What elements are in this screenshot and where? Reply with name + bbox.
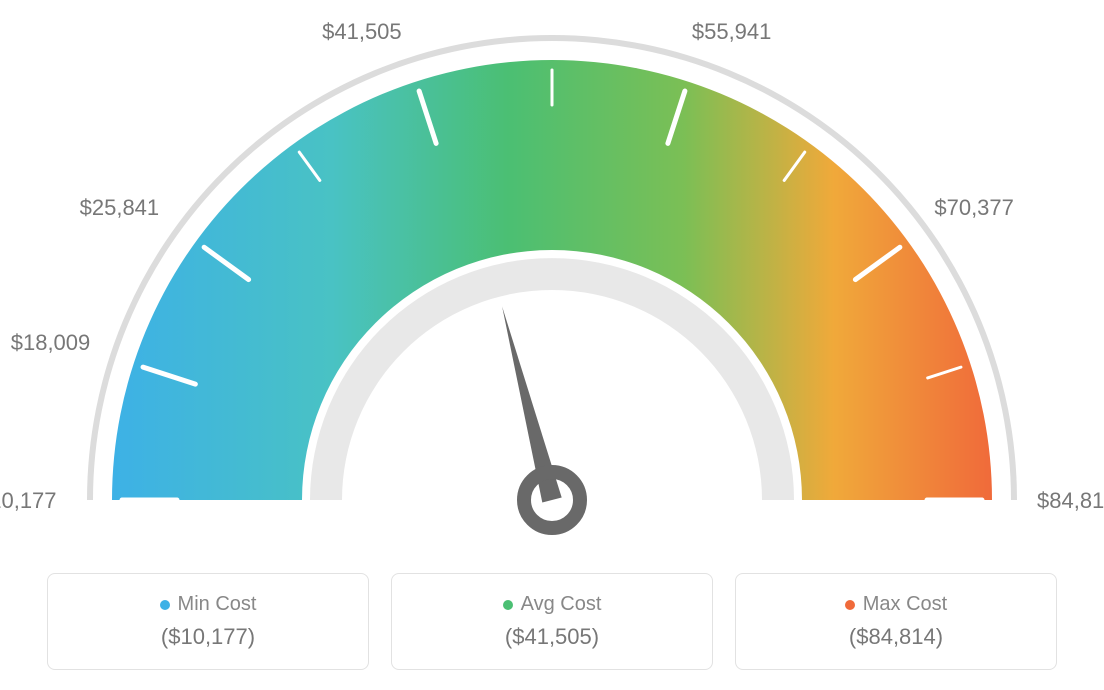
tick-label-max: $84,814 xyxy=(1037,488,1104,514)
min-cost-value: ($10,177) xyxy=(161,624,255,650)
min-dot-icon xyxy=(160,600,170,610)
tick-label: $55,941 xyxy=(692,19,772,45)
max-cost-card: Max Cost ($84,814) xyxy=(735,573,1057,670)
max-cost-value: ($84,814) xyxy=(849,624,943,650)
avg-dot-icon xyxy=(503,600,513,610)
max-dot-icon xyxy=(845,600,855,610)
tick-label: $70,377 xyxy=(934,195,1014,221)
tick-label: $25,841 xyxy=(80,195,160,221)
summary-row: Min Cost ($10,177) Avg Cost ($41,505) Ma… xyxy=(0,573,1104,670)
avg-cost-label: Avg Cost xyxy=(521,593,602,616)
tick-label-mid: $41,505 xyxy=(322,19,402,45)
min-cost-label: Min Cost xyxy=(178,593,257,616)
gauge-svg xyxy=(0,0,1104,560)
cost-gauge: $10,177 $18,009 $25,841 $41,505 $55,941 … xyxy=(0,0,1104,550)
tick-label: $18,009 xyxy=(11,330,91,356)
min-cost-card: Min Cost ($10,177) xyxy=(47,573,369,670)
avg-cost-card: Avg Cost ($41,505) xyxy=(391,573,713,670)
avg-cost-value: ($41,505) xyxy=(505,624,599,650)
max-cost-label: Max Cost xyxy=(863,593,947,616)
tick-label-min: $10,177 xyxy=(0,488,57,514)
